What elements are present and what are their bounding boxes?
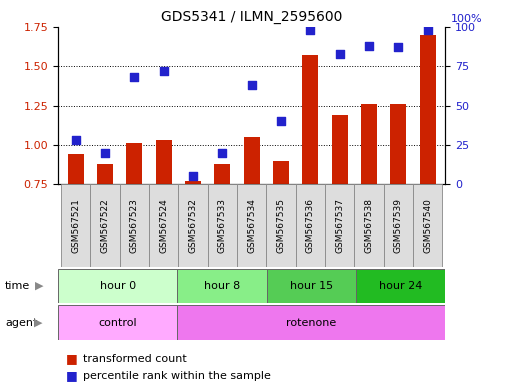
- Bar: [324, 184, 353, 267]
- Point: [218, 150, 226, 156]
- Text: GSM567533: GSM567533: [218, 198, 226, 253]
- Point: [306, 27, 314, 33]
- Bar: [177, 269, 266, 303]
- Point: [101, 150, 109, 156]
- Bar: [243, 137, 259, 184]
- Text: GSM567532: GSM567532: [188, 198, 197, 253]
- Text: GSM567523: GSM567523: [130, 198, 139, 253]
- Bar: [383, 184, 412, 267]
- Point: [364, 43, 372, 49]
- Text: percentile rank within the sample: percentile rank within the sample: [83, 371, 271, 381]
- Text: GSM567539: GSM567539: [393, 198, 402, 253]
- Bar: [208, 184, 237, 267]
- Text: GDS5341 / ILMN_2595600: GDS5341 / ILMN_2595600: [161, 10, 342, 24]
- Text: GSM567521: GSM567521: [71, 198, 80, 253]
- Point: [160, 68, 168, 74]
- Bar: [419, 35, 435, 184]
- Bar: [412, 184, 441, 267]
- Text: ▶: ▶: [35, 281, 43, 291]
- Bar: [68, 154, 84, 184]
- Bar: [273, 161, 288, 184]
- Bar: [149, 184, 178, 267]
- Point: [423, 27, 431, 33]
- Bar: [354, 184, 383, 267]
- Bar: [156, 140, 172, 184]
- Bar: [58, 305, 177, 340]
- Text: GSM567524: GSM567524: [159, 198, 168, 253]
- Point: [247, 82, 256, 88]
- Text: hour 24: hour 24: [378, 281, 422, 291]
- Text: hour 0: hour 0: [99, 281, 135, 291]
- Text: hour 15: hour 15: [289, 281, 332, 291]
- Text: GSM567537: GSM567537: [334, 198, 343, 253]
- Text: GSM567534: GSM567534: [247, 198, 256, 253]
- Bar: [185, 181, 201, 184]
- Bar: [301, 55, 318, 184]
- Text: agent: agent: [5, 318, 37, 328]
- Text: ▶: ▶: [34, 318, 42, 328]
- Bar: [214, 164, 230, 184]
- Bar: [355, 269, 444, 303]
- Point: [189, 174, 197, 180]
- Bar: [61, 184, 90, 267]
- Bar: [120, 184, 149, 267]
- Point: [335, 51, 343, 57]
- Text: ■: ■: [66, 353, 77, 366]
- Bar: [126, 143, 142, 184]
- Bar: [266, 269, 355, 303]
- Bar: [295, 184, 324, 267]
- Text: control: control: [98, 318, 137, 328]
- Text: transformed count: transformed count: [83, 354, 187, 364]
- Text: GSM567536: GSM567536: [306, 198, 314, 253]
- Bar: [266, 184, 295, 267]
- Text: GSM567540: GSM567540: [422, 198, 431, 253]
- Point: [393, 44, 401, 50]
- Text: hour 8: hour 8: [204, 281, 239, 291]
- Bar: [178, 184, 208, 267]
- Bar: [97, 164, 113, 184]
- Text: GSM567522: GSM567522: [100, 198, 110, 253]
- Point: [276, 118, 284, 124]
- Text: ■: ■: [66, 369, 77, 382]
- Text: time: time: [5, 281, 30, 291]
- Point: [72, 137, 80, 143]
- Text: GSM567535: GSM567535: [276, 198, 285, 253]
- Bar: [360, 104, 376, 184]
- Bar: [90, 184, 120, 267]
- Point: [130, 74, 138, 80]
- Bar: [177, 305, 444, 340]
- Bar: [331, 115, 347, 184]
- Bar: [389, 104, 406, 184]
- Text: GSM567538: GSM567538: [364, 198, 373, 253]
- Text: rotenone: rotenone: [286, 318, 336, 328]
- Bar: [237, 184, 266, 267]
- Text: 100%: 100%: [450, 14, 481, 24]
- Bar: [58, 269, 177, 303]
